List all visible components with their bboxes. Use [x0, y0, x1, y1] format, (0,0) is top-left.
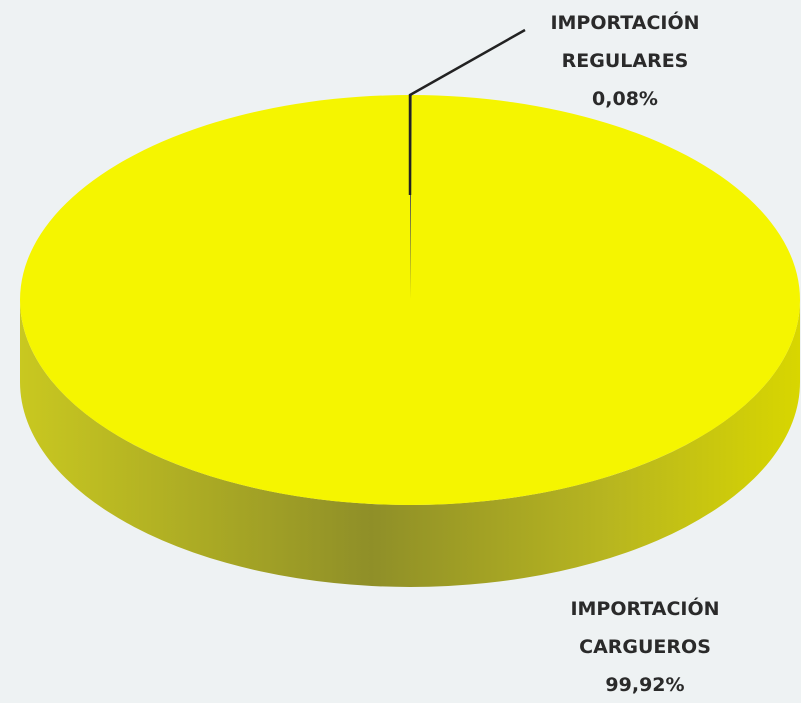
leader-line [408, 28, 526, 195]
pie-slice [20, 95, 801, 505]
value-label: 0,08% [592, 88, 658, 110]
pie-side [20, 300, 800, 587]
value-label: 99,92% [605, 674, 684, 696]
category-label: IMPORTACIÓN CARGUEROS [570, 596, 719, 658]
category-label: IMPORTACIÓN REGULARES [550, 10, 699, 72]
